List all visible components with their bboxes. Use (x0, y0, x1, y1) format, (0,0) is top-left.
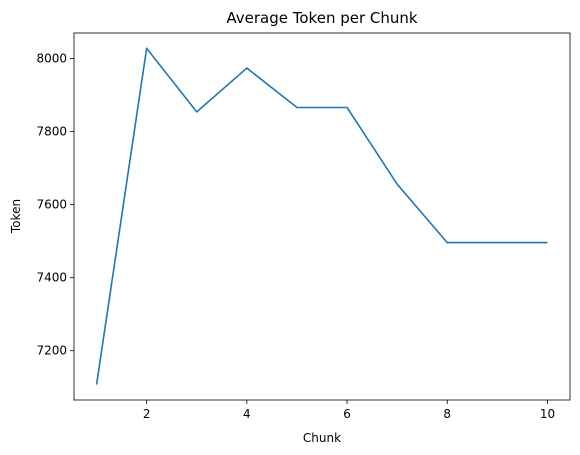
x-tick-label: 6 (343, 407, 351, 421)
y-tick-label: 7400 (36, 271, 67, 285)
plot-area-frame (73, 32, 571, 401)
x-tick-label: 10 (540, 407, 555, 421)
y-tick-label: 7600 (36, 198, 67, 212)
series-line (95, 47, 548, 385)
x-tick-label: 8 (443, 407, 451, 421)
series-layer (95, 47, 548, 385)
x-tick-label: 4 (243, 407, 251, 421)
x-axis-label: Chunk (303, 431, 341, 445)
x-tick-label: 2 (143, 407, 151, 421)
y-tick-label: 7200 (36, 344, 67, 358)
y-axis: 7200 7400 7600 7800 8000 (36, 52, 74, 358)
y-tick-label: 7800 (36, 125, 67, 139)
y-axis-label: Token (9, 199, 23, 234)
x-axis: 2 4 6 8 10 (143, 400, 555, 421)
chart-title: Average Token per Chunk (226, 9, 417, 27)
y-tick-label: 8000 (36, 52, 67, 66)
